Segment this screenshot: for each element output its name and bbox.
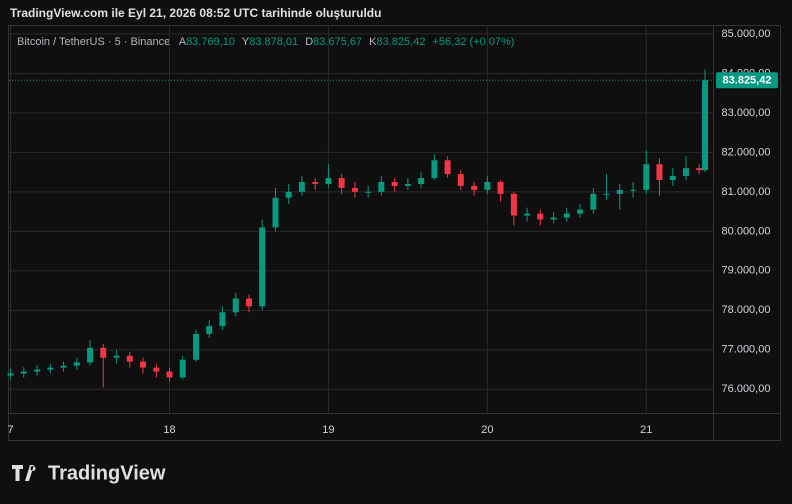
candle-body xyxy=(431,160,438,179)
candle-body xyxy=(576,209,583,214)
y-tick-label: 83.000,00 xyxy=(722,107,771,119)
y-tick-label: 80.000,00 xyxy=(722,225,771,237)
candle-body xyxy=(325,178,332,184)
candle-body xyxy=(471,185,478,190)
candle-body xyxy=(696,168,703,171)
candle-body xyxy=(418,178,425,184)
candle-body xyxy=(34,369,41,372)
candle-body xyxy=(702,80,709,171)
candle-body xyxy=(139,361,146,368)
candle-body xyxy=(298,181,305,192)
legend-value: 83.825,42 xyxy=(377,36,426,48)
y-tick-label: 78.000,00 xyxy=(722,304,771,316)
candle-body xyxy=(616,189,623,194)
candle-body xyxy=(524,213,531,216)
legend-key: K xyxy=(369,36,377,48)
candle-body xyxy=(590,193,597,210)
candle-body xyxy=(682,168,689,177)
legend-key: Y xyxy=(242,36,250,48)
brand: TradingView xyxy=(48,462,166,484)
candle-body xyxy=(232,298,239,313)
candle-body xyxy=(153,367,160,372)
candle-body xyxy=(391,181,398,186)
logo: TradingView xyxy=(12,462,166,484)
candle-body xyxy=(444,160,451,175)
candle-body xyxy=(669,176,676,181)
candle-body xyxy=(656,164,663,181)
candle-body xyxy=(537,213,544,220)
candle-body xyxy=(47,367,54,370)
candle-body xyxy=(643,164,650,190)
candle-body xyxy=(245,298,252,307)
candle-body xyxy=(87,347,94,363)
candle-body xyxy=(20,371,27,374)
candle-body xyxy=(378,181,385,192)
candle-body xyxy=(193,334,200,360)
candle-body xyxy=(351,187,358,192)
candle-body xyxy=(100,347,107,358)
candle-body xyxy=(404,183,411,186)
last-price-label: 83.825,42 xyxy=(723,75,772,87)
y-tick-label: 81.000,00 xyxy=(722,186,771,198)
legend: Bitcoin / TetherUS · 5 · Binance A83.769… xyxy=(17,36,514,48)
candle-body xyxy=(312,181,319,184)
legend-change: +56,32 (+0,07%) xyxy=(433,36,515,48)
candle-body xyxy=(630,189,637,191)
x-tick-label: 19 xyxy=(322,424,334,436)
candle-body xyxy=(497,181,504,194)
candle-body xyxy=(365,191,372,193)
candle-body xyxy=(166,371,173,378)
y-tick-label: 77.000,00 xyxy=(722,344,771,356)
legend-value: 83.878,01 xyxy=(249,36,298,48)
last-price-box xyxy=(716,72,778,89)
candle-body xyxy=(510,193,517,216)
header-title: TradingView.com ile Eyl 21, 2026 08:52 U… xyxy=(10,6,381,20)
logo-mark xyxy=(12,465,36,481)
x-tick-label: 18 xyxy=(163,424,175,436)
candle-body xyxy=(550,217,557,220)
x-tick-label: 21 xyxy=(640,424,652,436)
candle-body xyxy=(484,181,491,190)
candle-body xyxy=(272,197,279,228)
candle-body xyxy=(563,213,570,218)
candle-body xyxy=(457,174,464,186)
y-tick-label: 85.000,00 xyxy=(722,28,771,40)
y-tick-label: 79.000,00 xyxy=(722,265,771,277)
candle-body xyxy=(603,193,610,195)
candle-body xyxy=(73,362,80,366)
legend-key: D xyxy=(305,36,313,48)
candle-body xyxy=(7,373,14,376)
legend-key: A xyxy=(179,36,187,48)
candle-body xyxy=(179,359,186,378)
candle-body xyxy=(338,178,345,188)
y-tick-label: 82.000,00 xyxy=(722,146,771,158)
x-tick-label: 20 xyxy=(481,424,493,436)
candle-body xyxy=(60,365,67,368)
candle-body xyxy=(113,355,120,358)
chart-panel xyxy=(8,25,781,441)
legend-value: 83.675,67 xyxy=(313,36,362,48)
candle-body xyxy=(259,227,266,307)
legend-value: 83.769,10 xyxy=(186,36,235,48)
candle-body xyxy=(206,326,213,335)
legend-symbol: Bitcoin / TetherUS · 5 · Binance xyxy=(17,36,170,48)
candle-body xyxy=(126,355,133,362)
candle-body xyxy=(285,191,292,198)
x-tick-label: 7 xyxy=(8,424,14,436)
candle-body xyxy=(219,312,226,327)
y-tick-label: 76.000,00 xyxy=(722,383,771,395)
